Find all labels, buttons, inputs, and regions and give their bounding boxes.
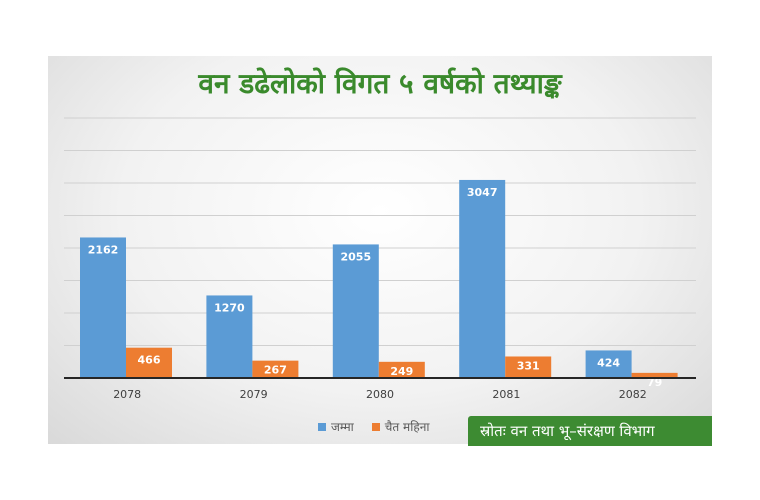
x-tick-label: 2079 bbox=[240, 388, 268, 401]
bar bbox=[206, 295, 253, 378]
bar bbox=[126, 347, 172, 378]
bar bbox=[459, 179, 506, 378]
data-label: 79 bbox=[647, 376, 662, 389]
legend-label-chaitra: चैत महिना bbox=[384, 420, 430, 434]
chart-title: वन डढेलोको विगत ५ वर्षको तथ्याङ्क bbox=[198, 67, 562, 100]
bar bbox=[585, 350, 632, 378]
legend: जम्मा चैत महिना bbox=[318, 418, 429, 435]
x-tick-label: 2080 bbox=[366, 388, 394, 401]
data-label: 3047 bbox=[467, 186, 498, 199]
data-label: 1270 bbox=[214, 301, 245, 314]
data-label: 249 bbox=[390, 365, 413, 378]
data-label: 267 bbox=[264, 364, 287, 377]
legend-item-total: जम्मा bbox=[318, 418, 354, 435]
data-label: 331 bbox=[517, 359, 540, 372]
legend-swatch-chaitra bbox=[371, 422, 380, 431]
legend-label-total: जम्मा bbox=[331, 420, 354, 434]
bar bbox=[631, 372, 678, 378]
bar bbox=[252, 360, 299, 378]
data-label: 424 bbox=[597, 356, 620, 369]
bar bbox=[505, 356, 552, 378]
legend-swatch-total bbox=[318, 422, 326, 431]
data-label: 2055 bbox=[340, 250, 371, 263]
bar bbox=[332, 244, 379, 378]
x-tick-label: 2082 bbox=[619, 388, 647, 401]
data-label: 2162 bbox=[88, 243, 119, 256]
data-label: 466 bbox=[138, 354, 161, 367]
source-banner: स्रोतः वन तथा भू–संरक्षण विभाग bbox=[468, 416, 712, 446]
chart-panel: वन डढेलोको विगत ५ वर्षको तथ्याङ्क 2162 46… bbox=[48, 56, 712, 446]
x-tick-label: 2078 bbox=[113, 388, 141, 401]
bar-chart: 2162 466 2078 1270 267 2079 2055 249 2080 3047 331… bbox=[64, 117, 696, 401]
bar bbox=[378, 361, 425, 378]
legend-item-chaitra: चैत महिना bbox=[371, 418, 430, 435]
x-tick-label: 2081 bbox=[492, 388, 520, 401]
bar bbox=[80, 237, 126, 378]
